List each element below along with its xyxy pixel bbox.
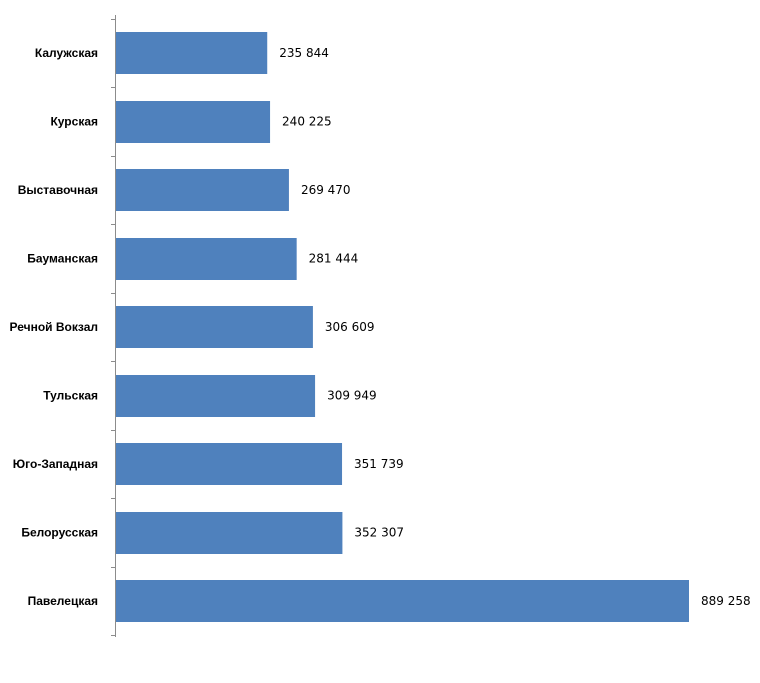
bar	[116, 101, 271, 143]
value-label: 351 739	[354, 457, 404, 471]
category-label: Бауманская	[27, 252, 98, 266]
bar	[116, 32, 268, 74]
bar	[116, 169, 289, 211]
value-labels-group: 235 844 240 225 269 470 281 444 306 609 309 9…	[279, 46, 750, 608]
bar	[116, 306, 313, 348]
value-label: 889 258	[701, 594, 751, 608]
category-label: Речной Вокзал	[10, 320, 98, 334]
category-label: Калужская	[35, 46, 98, 60]
category-label: Выставочная	[18, 183, 98, 197]
value-label: 281 444	[309, 252, 359, 266]
value-label: 240 225	[282, 115, 332, 129]
value-label: 309 949	[327, 389, 377, 403]
value-label: 306 609	[325, 320, 375, 334]
category-label: Тульская	[43, 389, 98, 403]
category-labels-group: Калужская Курская Выставочная Бауманская Реч…	[10, 46, 98, 608]
category-label: Курская	[50, 115, 98, 129]
category-label: Белорусская	[21, 526, 98, 540]
category-label: Юго-Западная	[13, 457, 98, 471]
value-label: 269 470	[301, 183, 351, 197]
bar	[116, 580, 689, 622]
value-label: 235 844	[279, 46, 329, 60]
bar	[116, 512, 343, 554]
bar	[116, 443, 343, 485]
category-label: Павелецкая	[28, 594, 98, 608]
bars-group	[111, 19, 689, 636]
bar	[116, 238, 297, 280]
value-label: 352 307	[354, 526, 404, 540]
bar	[116, 375, 316, 417]
